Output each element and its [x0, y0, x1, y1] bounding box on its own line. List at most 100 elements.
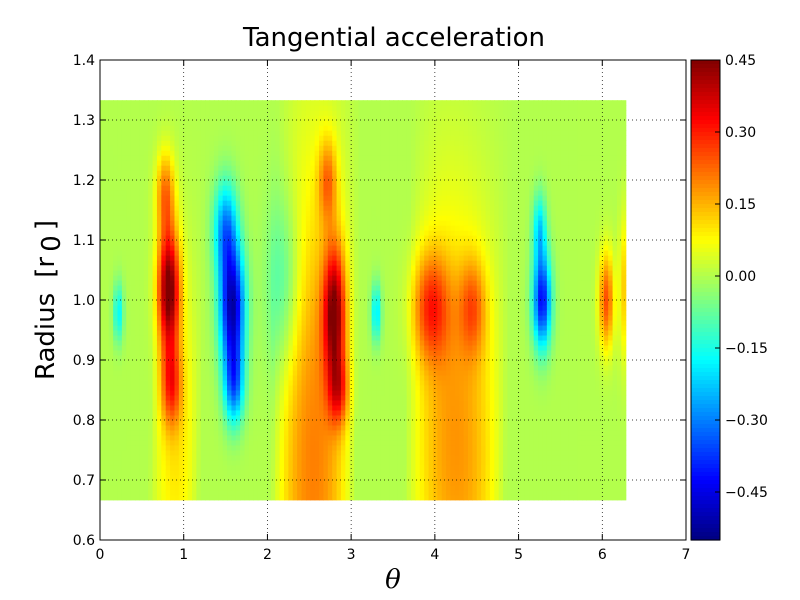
heatmap-cell [266, 275, 272, 281]
heatmap-cell [227, 160, 233, 166]
heatmap-cell [314, 479, 320, 486]
heatmap-cell [192, 429, 197, 436]
heatmap-cell [349, 329, 355, 336]
heatmap-cell [104, 319, 110, 326]
heatmap-cell [148, 295, 154, 301]
heatmap-cell [310, 489, 316, 496]
heatmap-cell [143, 235, 149, 241]
heatmap-cell [266, 344, 272, 351]
heatmap-cell [349, 100, 355, 106]
heatmap-cell [314, 384, 320, 391]
heatmap-cell [284, 364, 289, 371]
heatmap-cell [319, 494, 325, 501]
heatmap-cell [292, 309, 298, 316]
heatmap-cell [192, 180, 197, 186]
heatmap-cell [170, 220, 176, 226]
heatmap-cell [248, 454, 254, 461]
heatmap-cell [192, 489, 197, 496]
heatmap-cell [152, 130, 158, 136]
heatmap-cell [301, 305, 307, 311]
heatmap-cell [218, 339, 224, 346]
heatmap-cell [143, 474, 149, 481]
heatmap-cell [323, 130, 329, 136]
heatmap-cell [297, 454, 303, 461]
heatmap-cell [152, 230, 158, 236]
heatmap-cell [292, 399, 298, 406]
heatmap-cell [200, 444, 206, 451]
heatmap-cell [319, 414, 325, 421]
heatmap-cell [113, 449, 119, 456]
heatmap-cell [362, 180, 368, 186]
heatmap-cell [139, 344, 145, 351]
heatmap-cell [270, 120, 276, 126]
heatmap-cell [319, 429, 325, 436]
heatmap-cell [253, 394, 259, 401]
heatmap-cell [152, 419, 158, 426]
heatmap-cell [222, 334, 228, 341]
heatmap-cell [213, 369, 219, 376]
heatmap-cell [284, 429, 289, 436]
heatmap-cell [104, 195, 110, 201]
heatmap-cell [284, 115, 289, 121]
heatmap-cell [349, 110, 355, 116]
heatmap-cell [270, 314, 276, 321]
heatmap-cell [257, 484, 263, 491]
heatmap-cell [222, 314, 228, 321]
heatmap-cell [244, 334, 250, 341]
heatmap-cell [310, 210, 316, 216]
heatmap-cell [121, 344, 127, 351]
heatmap-cell [170, 135, 176, 141]
heatmap-cell [301, 275, 307, 281]
heatmap-cell [327, 170, 333, 176]
heatmap-cell [161, 369, 167, 376]
heatmap-cell [340, 135, 346, 141]
heatmap-cell [332, 344, 338, 351]
heatmap-cell [266, 120, 272, 126]
heatmap-cell [288, 210, 294, 216]
heatmap-cell [161, 155, 167, 161]
heatmap-cell [161, 110, 167, 116]
heatmap-cell [192, 270, 197, 276]
heatmap-cell [213, 260, 219, 266]
heatmap-cell [205, 140, 211, 146]
heatmap-cell [349, 140, 355, 146]
heatmap-cell [266, 220, 272, 226]
heatmap-cell [301, 120, 307, 126]
heatmap-cell [288, 494, 294, 501]
heatmap-cell [200, 255, 206, 261]
heatmap-cell [310, 424, 316, 431]
heatmap-cell [139, 275, 145, 281]
heatmap-cell [183, 314, 189, 321]
heatmap-cell [152, 260, 158, 266]
heatmap-cell [354, 444, 360, 451]
heatmap-cell [143, 334, 149, 341]
heatmap-cell [270, 190, 276, 196]
heatmap-cell [104, 309, 110, 316]
heatmap-cell [248, 369, 254, 376]
heatmap-cell [100, 295, 105, 301]
heatmap-cell [148, 384, 154, 391]
heatmap-cell [192, 160, 197, 166]
heatmap-cell [108, 354, 114, 361]
heatmap-cell [240, 295, 246, 301]
heatmap-cell [192, 200, 197, 206]
heatmap-cell [354, 379, 360, 386]
heatmap-cell [156, 324, 162, 331]
heatmap-cell [323, 240, 329, 246]
heatmap-cell [297, 379, 303, 386]
heatmap-cell [222, 354, 228, 361]
heatmap-cell [126, 130, 132, 136]
heatmap-cell [187, 469, 193, 476]
heatmap-cell [187, 379, 193, 386]
heatmap-cell [117, 105, 123, 111]
heatmap-cell [270, 384, 276, 391]
heatmap-cell [297, 354, 303, 361]
heatmap-cell [367, 260, 373, 266]
heatmap-cell [117, 339, 123, 346]
heatmap-cell [336, 394, 342, 401]
heatmap-cell [244, 195, 250, 201]
heatmap-cell [240, 190, 246, 196]
heatmap-cell [336, 225, 342, 231]
heatmap-cell [213, 150, 219, 156]
heatmap-cell [253, 399, 259, 406]
